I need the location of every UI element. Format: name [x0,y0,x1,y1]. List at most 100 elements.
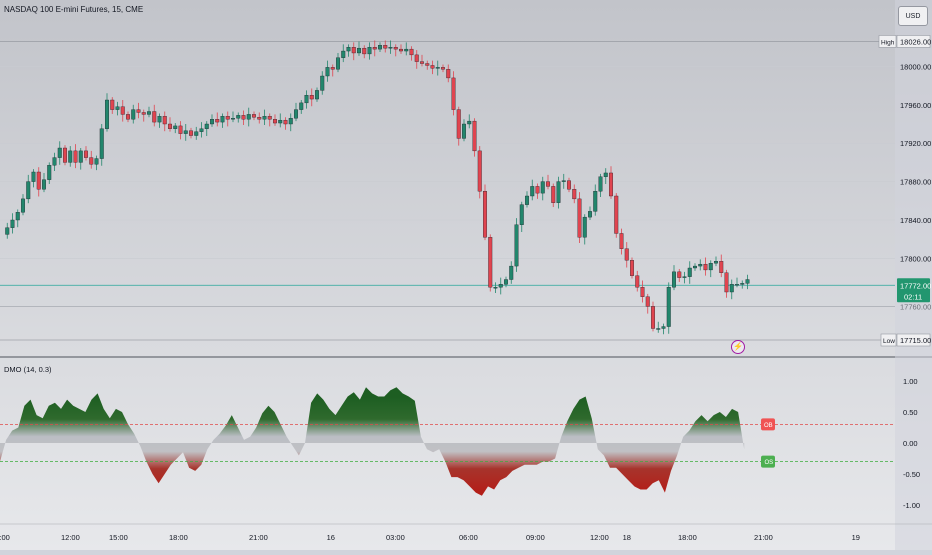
countdown: 02:11 [904,292,922,301]
candle-body [336,57,340,70]
price-tick-label: 17960.00 [900,101,931,110]
candle-body [504,279,508,285]
candle-body [614,195,619,234]
candle-body [283,119,288,125]
time-tick-label: 15:00 [109,533,128,542]
candle-body [724,272,729,293]
candle-body [57,147,62,158]
candle-body [414,54,419,62]
candle-body [567,180,571,190]
candle-body [372,47,377,50]
candle-body [399,48,403,52]
candle-body [241,115,246,120]
candle-body [357,47,361,54]
price-tick-label: 17760.00 [900,302,931,311]
time-tick-label: 21:00 [249,533,268,542]
candle-body [456,109,461,139]
low-label: Low [883,338,895,345]
candle-body [708,263,713,271]
candle-body [267,116,272,120]
candle-body [383,45,388,49]
candle-body [582,216,587,238]
candle-body [189,130,193,136]
price-tick-label: 17920.00 [900,139,931,148]
candle-body [430,65,435,69]
candle-body [745,279,750,284]
candle-body [672,271,676,288]
candle-body [199,128,204,132]
candle-body [546,181,550,187]
candle-body [493,287,498,289]
candle-body [120,106,125,115]
candle-body [462,123,466,139]
candle-body [378,45,382,50]
candle-body [388,47,393,49]
candle-body [304,95,309,104]
candle-body [656,328,661,330]
candle-body [525,195,529,205]
candle-body [640,287,645,297]
time-tick-label: 16 [327,533,335,542]
high-value-box [896,35,931,48]
candle-body [535,186,540,194]
price-tick-label: 17840.00 [900,216,931,225]
candle-body [105,99,109,129]
oscillator-tick-label: 0.00 [903,439,918,448]
candle-body [225,116,230,120]
candle-body [220,116,225,123]
candle-body [162,116,167,125]
indicator-title: DMO (14, 0.3) [4,365,52,374]
time-tick-label: 18 [623,533,631,542]
candle-body [89,157,94,165]
high-value: 18026.00 [900,37,931,46]
candle-body [173,125,178,129]
candle-body [351,47,356,54]
candle-body [330,67,335,70]
time-tick-label: 18:00 [678,533,697,542]
symbol-title: NASDAQ 100 E-mini Futures, 15, CME [4,5,144,14]
oscillator-tick-label: 0.50 [903,408,918,417]
candle-body [693,265,697,269]
candle-body [498,284,503,288]
candle-body [168,123,172,129]
candle-body [262,116,267,120]
low-value: 17715.00 [900,336,931,345]
candle-body [572,189,577,200]
currency-button[interactable]: USD [898,6,928,26]
candle-body [719,261,724,273]
candle-body [530,186,535,197]
candle-body [593,191,598,212]
candle-body [215,119,220,123]
ob-marker-label: OB [764,423,773,429]
oscillator-layer: OB OS [0,387,895,496]
low-value-box [896,333,931,347]
candle-body [94,158,99,165]
candle-body [661,326,666,329]
last-price-value: 17772.00 [900,281,931,290]
candle-body [677,271,682,278]
candle-body [404,48,409,52]
candles-layer [5,40,750,335]
candle-body [236,115,241,119]
candle-body [409,48,414,56]
candle-body [273,119,277,124]
candle-body [519,204,524,225]
candle-body [99,128,104,159]
os-marker [761,455,775,468]
candle-body [488,237,493,288]
candle-body [624,248,629,261]
candle-body [294,109,298,119]
candle-body [288,118,293,125]
candle-body [425,63,430,66]
candle-body [278,119,283,124]
candle-body [367,47,372,55]
candle-body [309,95,314,100]
low-badge [880,333,897,347]
lightning-icon[interactable]: ⚡ [731,340,745,354]
candle-body [645,296,650,307]
candle-body [698,263,703,267]
candle-body [446,69,451,79]
candle-body [477,150,482,192]
